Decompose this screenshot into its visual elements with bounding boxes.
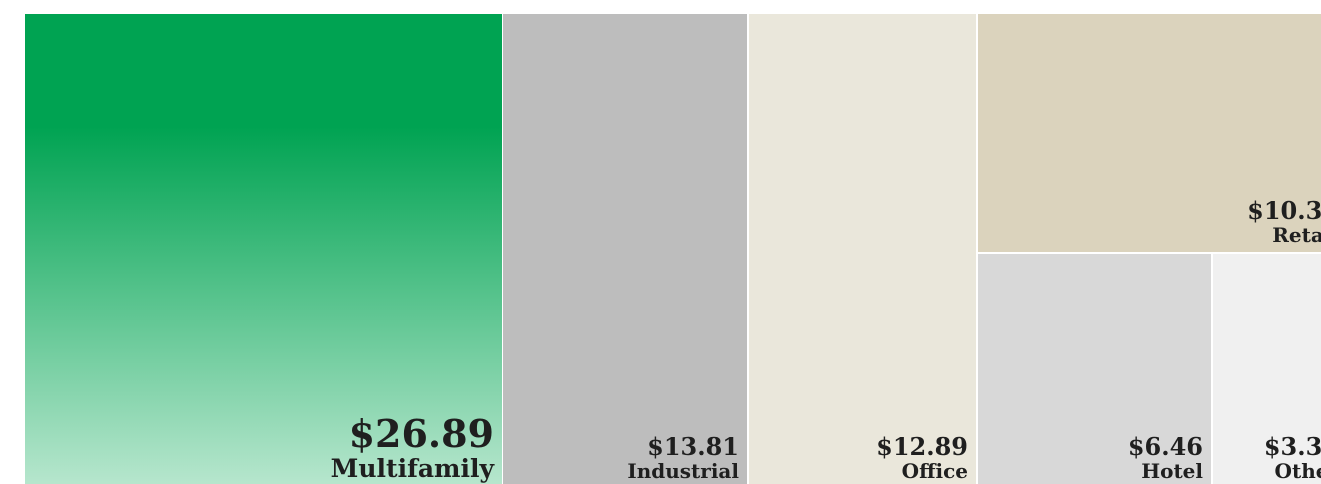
category-label-office: Office — [901, 459, 968, 483]
tile-other-text: $3.39 Other — [1263, 431, 1321, 483]
category-label-industrial: Industrial — [627, 459, 739, 483]
treemap-chart: $26.89 Multifamily $13.81 Industrial $12… — [25, 14, 1321, 484]
tile-retail-text: $10.33 Retail — [1247, 195, 1321, 247]
category-label-other: Other — [1274, 459, 1321, 483]
value-label-hotel: $6.46 — [1127, 431, 1203, 461]
tile-multifamily-text: $26.89 Multifamily — [330, 410, 494, 483]
tile-office: $12.89 Office — [749, 14, 976, 484]
value-label-office: $12.89 — [876, 431, 968, 461]
value-label-retail: $10.33 — [1247, 195, 1321, 225]
tile-hotel-text: $6.46 Hotel — [1127, 431, 1203, 483]
value-label-multifamily: $26.89 — [348, 410, 494, 456]
category-label-retail: Retail — [1272, 223, 1321, 247]
category-label-hotel: Hotel — [1141, 459, 1203, 483]
value-label-industrial: $13.81 — [647, 431, 739, 461]
tile-multifamily: $26.89 Multifamily — [25, 14, 502, 484]
tile-industrial: $13.81 Industrial — [503, 14, 747, 484]
tile-hotel: $6.46 Hotel — [978, 254, 1211, 484]
category-label-multifamily: Multifamily — [330, 453, 494, 483]
tile-industrial-text: $13.81 Industrial — [627, 431, 739, 483]
tile-office-text: $12.89 Office — [876, 431, 968, 483]
value-label-other: $3.39 — [1263, 431, 1321, 461]
tile-other: $3.39 Other — [1213, 254, 1321, 484]
tile-retail: $10.33 Retail — [978, 14, 1321, 252]
